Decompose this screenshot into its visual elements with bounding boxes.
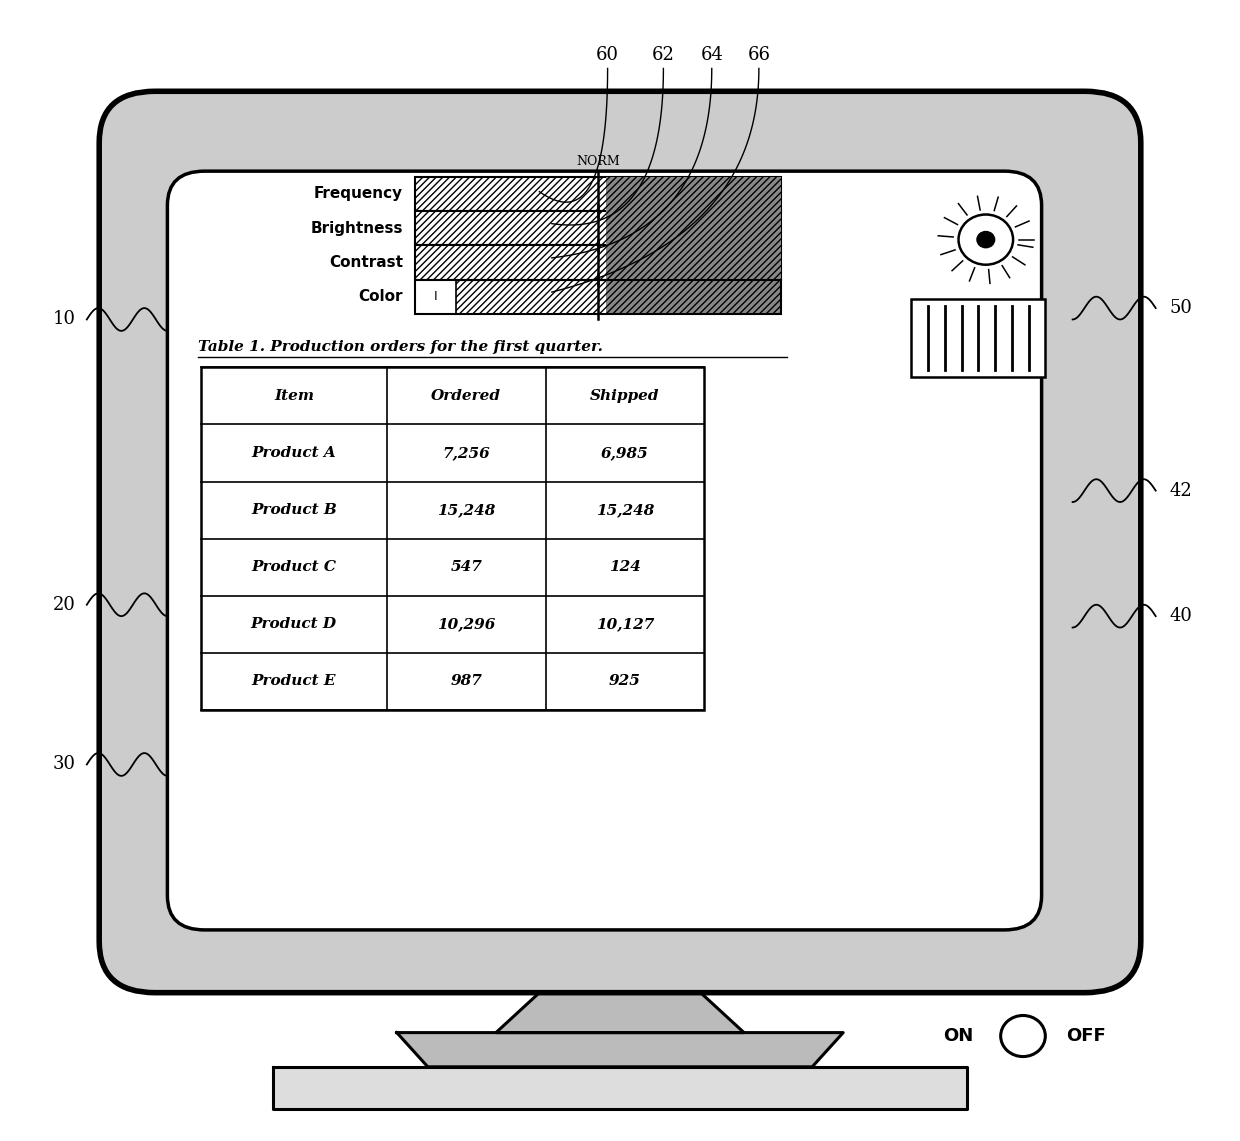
Text: 30: 30 bbox=[53, 755, 76, 774]
Text: 40: 40 bbox=[1169, 607, 1192, 625]
Text: 7,256: 7,256 bbox=[443, 446, 490, 460]
Text: NORM: NORM bbox=[577, 155, 620, 168]
Bar bbox=[911, 299, 1045, 377]
Text: 10,127: 10,127 bbox=[595, 617, 655, 631]
Text: 60: 60 bbox=[596, 46, 619, 64]
Bar bbox=[605, 211, 781, 245]
Bar bbox=[415, 177, 605, 211]
Text: Ordered: Ordered bbox=[432, 389, 501, 403]
Bar bbox=[605, 280, 781, 314]
Polygon shape bbox=[397, 1033, 843, 1067]
Circle shape bbox=[976, 230, 996, 249]
Text: 10,296: 10,296 bbox=[436, 617, 496, 631]
Text: 6,985: 6,985 bbox=[601, 446, 649, 460]
Text: Frequency: Frequency bbox=[314, 186, 403, 202]
Circle shape bbox=[959, 215, 1013, 265]
Circle shape bbox=[1001, 1015, 1045, 1057]
Text: Shipped: Shipped bbox=[590, 389, 660, 403]
Text: 64: 64 bbox=[701, 46, 723, 64]
Text: Table 1. Production orders for the first quarter.: Table 1. Production orders for the first… bbox=[198, 340, 604, 354]
Text: 20: 20 bbox=[53, 596, 76, 614]
Text: Product E: Product E bbox=[252, 674, 336, 688]
Text: OFF: OFF bbox=[1066, 1027, 1106, 1045]
Text: 124: 124 bbox=[609, 560, 641, 574]
Text: 925: 925 bbox=[609, 674, 641, 688]
Polygon shape bbox=[496, 993, 744, 1033]
Text: Item: Item bbox=[274, 389, 314, 403]
Text: ON: ON bbox=[944, 1027, 973, 1045]
Bar bbox=[415, 280, 781, 314]
Text: Product C: Product C bbox=[252, 560, 336, 574]
Bar bbox=[415, 280, 455, 314]
Text: Product B: Product B bbox=[250, 503, 337, 517]
Text: Product A: Product A bbox=[252, 446, 336, 460]
Bar bbox=[605, 177, 781, 211]
Bar bbox=[605, 245, 781, 280]
Text: Brightness: Brightness bbox=[310, 220, 403, 236]
Bar bbox=[415, 245, 781, 280]
Text: 62: 62 bbox=[652, 46, 675, 64]
Text: 66: 66 bbox=[748, 46, 770, 64]
Text: 10: 10 bbox=[53, 310, 76, 329]
FancyBboxPatch shape bbox=[99, 91, 1141, 993]
Bar bbox=[201, 367, 704, 710]
Text: 50: 50 bbox=[1169, 299, 1192, 317]
Bar bbox=[415, 211, 605, 245]
Bar bbox=[455, 280, 605, 314]
Bar bbox=[415, 177, 781, 211]
Text: Color: Color bbox=[358, 289, 403, 305]
Text: 547: 547 bbox=[450, 560, 482, 574]
Text: I: I bbox=[434, 290, 438, 304]
FancyBboxPatch shape bbox=[167, 171, 1042, 930]
Text: 15,248: 15,248 bbox=[436, 503, 496, 517]
Bar bbox=[415, 245, 605, 280]
Text: 15,248: 15,248 bbox=[595, 503, 655, 517]
Polygon shape bbox=[273, 1067, 967, 1109]
Text: 42: 42 bbox=[1169, 482, 1192, 500]
Text: Contrast: Contrast bbox=[329, 254, 403, 270]
Text: 987: 987 bbox=[450, 674, 482, 688]
Text: Product D: Product D bbox=[250, 617, 337, 631]
Bar bbox=[415, 211, 781, 245]
